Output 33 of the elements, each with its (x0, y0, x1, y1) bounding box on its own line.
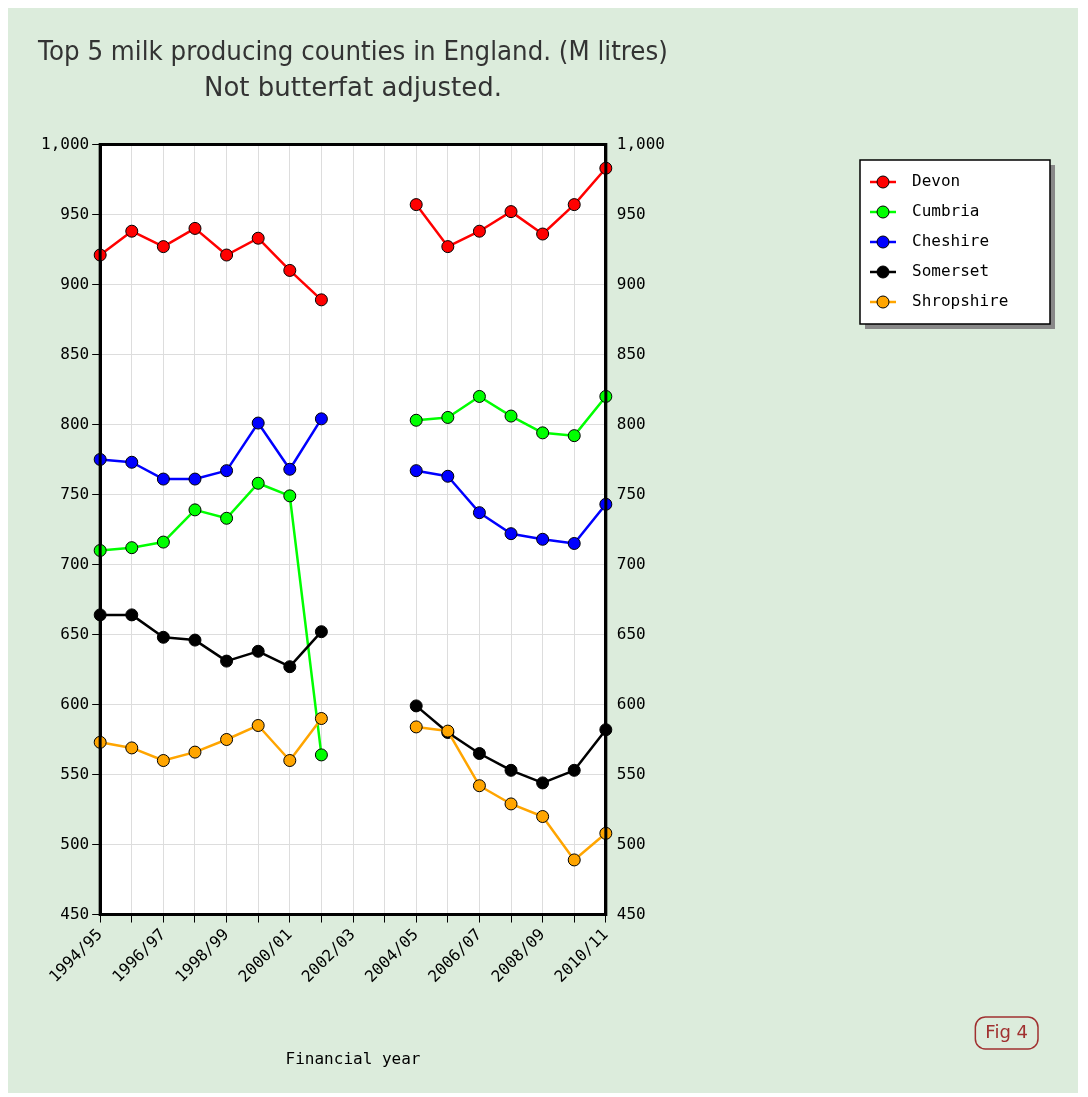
y-tick-label: 650 (60, 623, 90, 643)
y2-tick-label: 500 (616, 833, 646, 853)
y2-tick-label: 1,000 (616, 133, 666, 153)
y-tick-label: 900 (60, 273, 90, 293)
chart-subtitle: Not butterfat adjusted. (203, 71, 503, 102)
y2-tick-label: 950 (616, 203, 646, 223)
y2-tick-label: 700 (616, 553, 646, 573)
legend-label: Shropshire (912, 291, 1009, 311)
x-axis-title: Financial year (285, 1048, 421, 1068)
y-tick-label: 500 (60, 833, 90, 853)
legend-label: Somerset (912, 261, 990, 281)
y-tick-label: 550 (60, 763, 90, 783)
y2-tick-label: 600 (616, 693, 646, 713)
y-tick-label: 1,000 (40, 133, 90, 153)
legend-label: Devon (912, 171, 961, 191)
y-tick-label: 950 (60, 203, 90, 223)
y-tick-label: 450 (60, 903, 90, 923)
y-tick-label: 750 (60, 483, 90, 503)
y2-tick-label: 650 (616, 623, 646, 643)
y-tick-label: 850 (60, 343, 90, 363)
y2-tick-label: 800 (616, 413, 646, 433)
y-tick-label: 700 (60, 553, 90, 573)
caption: Fig 4 (985, 1020, 1029, 1042)
y-tick-label: 600 (60, 693, 90, 713)
y2-tick-label: 750 (616, 483, 646, 503)
y2-tick-label: 900 (616, 273, 646, 293)
chart-title: Top 5 milk producing counties in England. (M litres) (37, 36, 668, 67)
y2-tick-label: 550 (616, 763, 646, 783)
y2-tick-label: 850 (616, 343, 646, 363)
y2-tick-label: 450 (616, 903, 646, 923)
legend-label: Cumbria (912, 201, 980, 221)
legend-label: Cheshire (912, 231, 990, 251)
y-tick-label: 800 (60, 413, 90, 433)
